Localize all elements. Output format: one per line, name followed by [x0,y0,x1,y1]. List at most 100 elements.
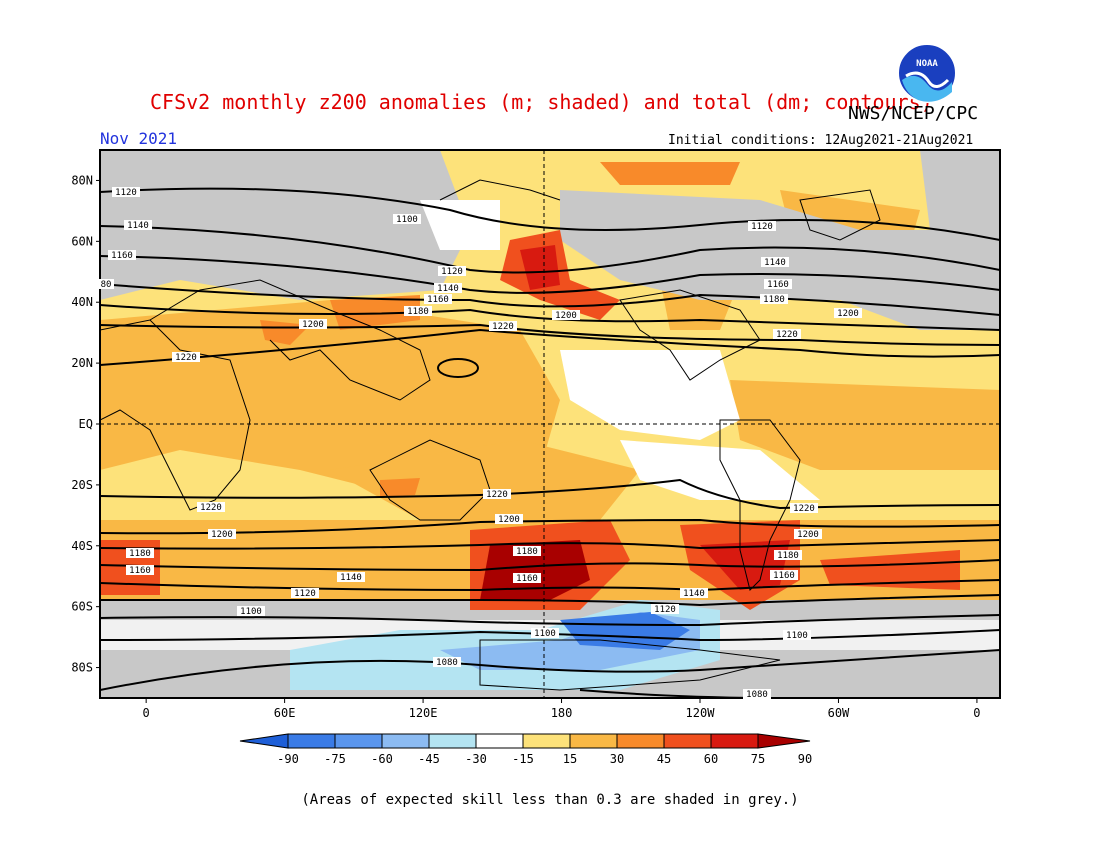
contour-label-bg [531,628,559,638]
contour-label: 1180 [777,551,799,561]
lon-tick-label: 0 [973,706,980,720]
contour-label-bg [98,279,114,289]
colorbar-label: -15 [512,752,534,766]
positive-anomaly-australia [380,478,420,497]
colorbar [239,733,811,749]
contour-label: 1200 [797,530,819,540]
colorbar-labels: -90 -75 -60 -45 -30 -15 15 30 45 60 75 90 [277,752,812,766]
colorbar-label: -45 [418,752,440,766]
contour-label: 1140 [127,221,149,231]
anomaly-field-30-45-southern-band [100,520,1000,600]
colorbar-label: 75 [751,752,765,766]
contour-label: 1120 [115,188,137,198]
negative-anomaly-antarctic-core [440,612,700,670]
contour-label: 1100 [396,215,418,225]
contour-label: 1160 [427,295,449,305]
low-skill-grey-antarctic [100,600,1000,698]
colorbar-label: -30 [465,752,487,766]
contour-label-bg [337,572,365,582]
colorbar-segment [569,733,618,749]
contour-label-bg [438,266,466,276]
contour-label: 1200 [498,515,520,525]
contour-label-bg [761,257,789,267]
contour-label-bg [773,329,801,339]
positive-anomaly-himalaya [260,320,310,345]
contour-label: 1160 [516,574,538,584]
colorbar-label: 90 [798,752,812,766]
positive-anomaly-north-pacific [500,230,620,320]
colorbar-segment [522,733,571,749]
contour-labels: 1120 1140 1160 80 1100 1200 1220 1120 1140 1160 11… [98,187,862,700]
negative-anomaly-antarctic [290,600,720,690]
lat-tick-label: 20N [71,356,93,370]
contour-label-bg [208,529,236,539]
contour-label-bg [393,214,421,224]
colorbar-label: 45 [657,752,671,766]
noaa-logo-icon: NOAA [897,43,957,103]
contour-label-bg [434,283,462,293]
near-zero-south-pacific [620,440,820,500]
positive-anomaly-south-indian [820,550,960,590]
contour-label: 1140 [340,573,362,583]
contour-label-bg [108,250,136,260]
contour-label-bg [299,319,327,329]
contour-label-bg [433,657,461,667]
contour-label-bg [126,565,154,575]
contour-label: 80 [101,280,112,290]
contour-label: 1220 [486,490,508,500]
contour-label: 1080 [746,690,768,700]
low-skill-grey-arctic [920,150,1000,230]
latitude-axis: 80N 60N 40N 20N EQ 20S 40S 60S 80S [71,173,100,675]
contour-label: 1160 [773,571,795,581]
anomaly-field-30-45-south-pacific [330,440,640,520]
map-field [100,150,1000,698]
contour-label: 1200 [211,530,233,540]
lon-tick-label: 0 [143,706,150,720]
contour-label-bg [552,310,580,320]
contour-label: 1220 [175,353,197,363]
lat-tick-label: 40S [71,539,93,553]
colorbar-segment [616,733,665,749]
colorbar-label: -60 [371,752,393,766]
contour-label-bg [680,588,708,598]
contour-label: 1160 [767,280,789,290]
contour-label: 1200 [837,309,859,319]
contour-label: 1140 [683,589,705,599]
lat-tick-label: 60N [71,234,93,248]
agency-label: NWS/NCEP/CPC [848,103,979,124]
contour-label-bg [489,321,517,331]
lat-tick-label: 20S [71,478,93,492]
near-zero-siberia [420,200,500,250]
contour-label-bg [237,606,265,616]
contour-label-bg [764,279,792,289]
contour-label-bg [794,529,822,539]
contour-label-bg [126,548,154,558]
anomaly-field-30-45-north-atlantic [780,190,920,280]
contour-label: 1080 [436,658,458,668]
contour-label-bg [743,689,771,699]
positive-anomaly-asia [330,295,420,330]
contour-label: 1120 [751,222,773,232]
contour-label: 1180 [516,547,538,557]
contour-label: 1140 [764,258,786,268]
anomaly-field-positive-15-30 [100,150,1000,698]
contour-label-bg [790,503,818,513]
contour-label-bg [197,502,225,512]
colorbar-arrow-left [239,733,289,749]
colorbar-segment [334,733,383,749]
lat-tick-label: 80N [71,173,93,187]
skill-footnote: (Areas of expected skill less than 0.3 a… [301,792,799,808]
contour-label-bg [748,221,776,231]
contour-label-bg [774,550,802,560]
anomaly-field-30-45-north-america [660,280,740,330]
positive-anomaly-south-pacific-west-core [480,540,590,600]
contour-label: 1220 [200,503,222,513]
contour-label-bg [834,308,862,318]
contour-label-bg [172,352,200,362]
negative-anomaly-antarctic-max [560,612,690,650]
colorbar-label: 30 [610,752,624,766]
positive-anomaly-south-pacific-east [680,520,800,610]
contour-label: 1160 [129,566,151,576]
positive-anomaly-south-atlantic-west [100,540,160,595]
